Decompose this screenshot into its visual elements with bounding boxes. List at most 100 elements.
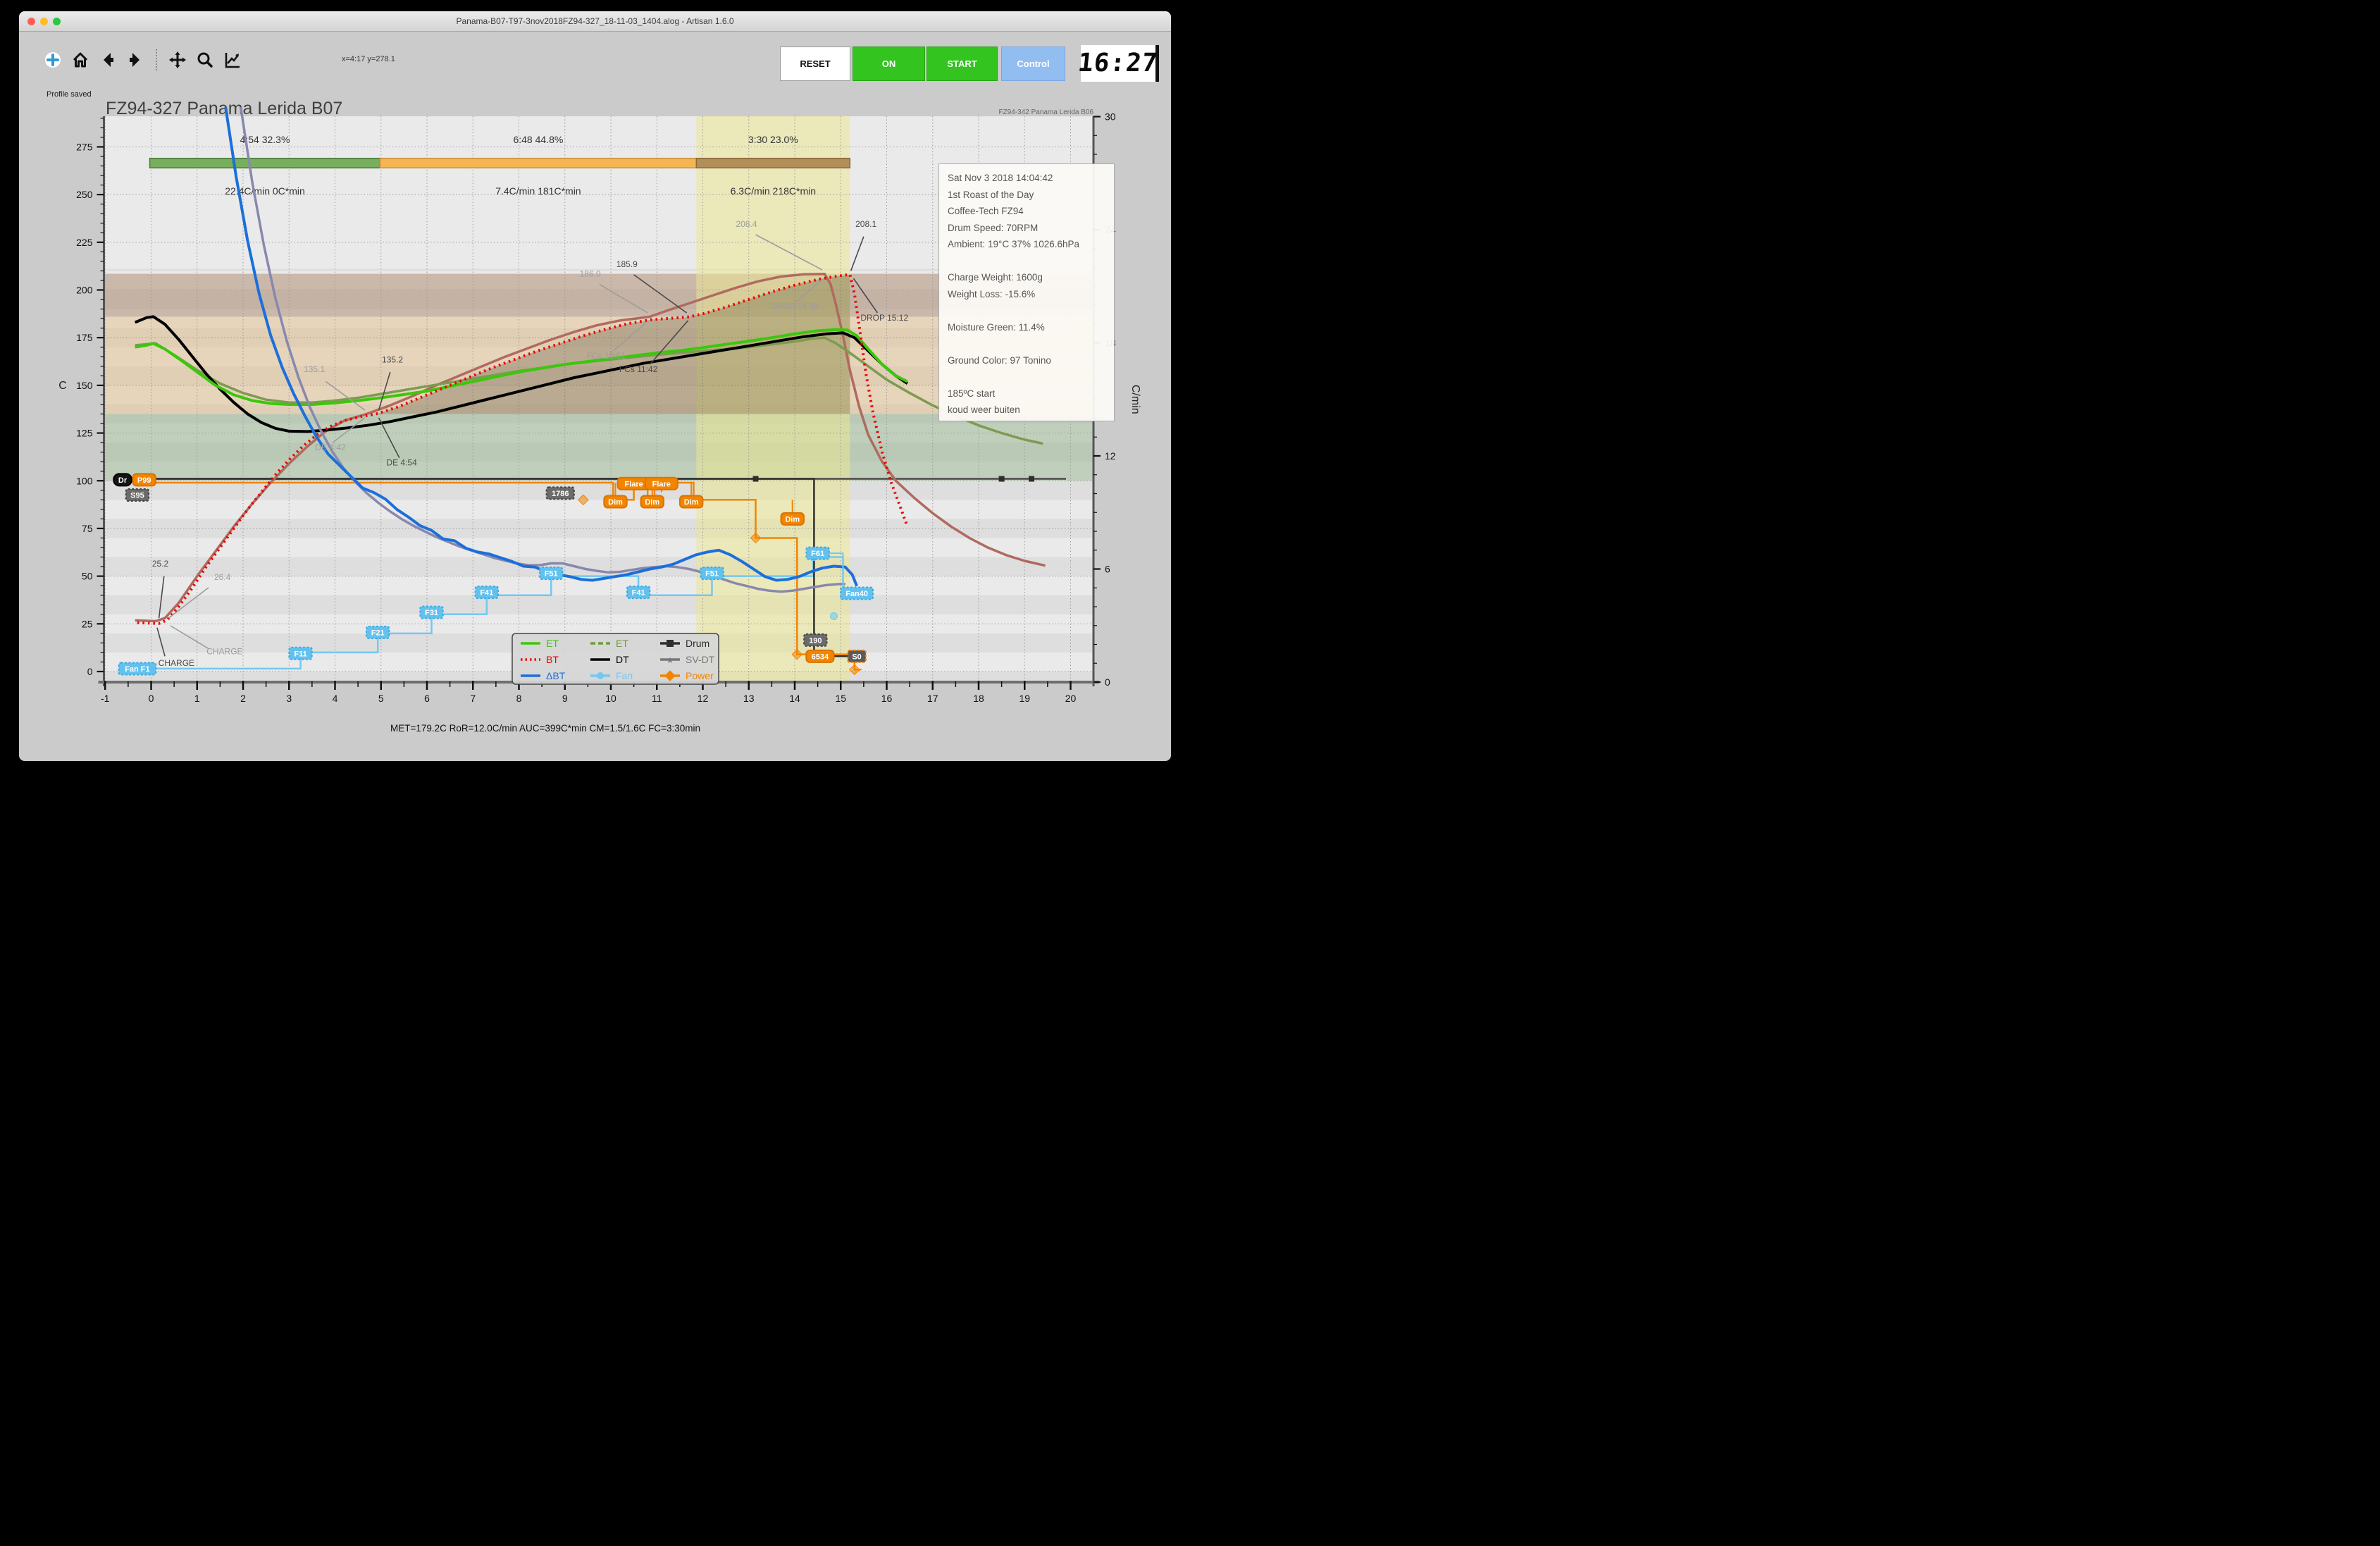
annotation-line bbox=[633, 274, 688, 314]
annotation-text: CHARGE bbox=[206, 647, 242, 657]
x-tick-label: 9 bbox=[562, 693, 568, 704]
event-flag-label: Dim bbox=[608, 498, 623, 507]
legend-label: DT bbox=[616, 654, 629, 665]
event-flag[interactable] bbox=[603, 495, 628, 509]
legend-label: Drum bbox=[686, 638, 709, 649]
x-tick-label: 10 bbox=[605, 693, 616, 704]
event-flag[interactable] bbox=[132, 473, 156, 487]
event-flag[interactable] bbox=[626, 586, 651, 600]
power-marker bbox=[791, 648, 803, 660]
y-tick-label: 175 bbox=[76, 332, 93, 343]
annotation-line bbox=[755, 234, 823, 271]
y-tick-label: 50 bbox=[82, 571, 93, 582]
minimize-window-button[interactable] bbox=[40, 18, 48, 25]
phase-time-label: 3:30 23.0% bbox=[748, 134, 798, 145]
annotation-text: DE 4:54 bbox=[386, 458, 417, 468]
annotation-line bbox=[378, 417, 400, 459]
legend-label: Fan bbox=[616, 670, 633, 681]
roast-title: FZ94-327 Panama Lerida B07 bbox=[106, 99, 343, 118]
event-flag[interactable] bbox=[288, 646, 313, 660]
event-flag[interactable] bbox=[805, 546, 830, 560]
y-tick-label: 275 bbox=[76, 141, 93, 152]
home-icon[interactable] bbox=[72, 51, 89, 68]
event-flag[interactable] bbox=[780, 512, 805, 526]
event-flag[interactable] bbox=[419, 605, 444, 619]
event-flag[interactable] bbox=[847, 649, 867, 663]
annotation-text: 208.1 bbox=[855, 219, 876, 229]
legend-marker: ★ bbox=[667, 655, 674, 665]
y2-tick-label: 6 bbox=[1105, 564, 1110, 575]
event-flag[interactable] bbox=[125, 488, 150, 502]
annotation-text: 26.4 bbox=[214, 572, 231, 582]
info-line: Coffee-Tech FZ94 bbox=[948, 206, 1024, 216]
new-plus-icon[interactable] bbox=[44, 51, 61, 68]
x-tick-label: 19 bbox=[1019, 693, 1030, 704]
event-flag[interactable] bbox=[538, 567, 564, 581]
event-flag[interactable] bbox=[474, 586, 500, 600]
control-button[interactable]: Control bbox=[1001, 47, 1065, 81]
matplotlib-toolbar bbox=[44, 49, 241, 70]
x-tick-label: 15 bbox=[835, 693, 846, 704]
info-line: Ground Color: 97 Tonino bbox=[948, 354, 1051, 366]
event-flag-label: F11 bbox=[294, 650, 306, 658]
x-tick-label: 17 bbox=[927, 693, 938, 704]
phase-rate-label: 6.3C/min 218C*min bbox=[731, 185, 816, 197]
event-flag[interactable] bbox=[840, 586, 874, 600]
annotation-text: 135.2 bbox=[382, 354, 403, 364]
event-flag[interactable] bbox=[803, 633, 828, 647]
event-flag[interactable] bbox=[545, 486, 575, 500]
info-line: Weight Loss: -15.6% bbox=[948, 288, 1036, 299]
event-flag[interactable] bbox=[678, 495, 704, 509]
info-line bbox=[948, 253, 1114, 270]
annotation-text: FCs 11:42 bbox=[619, 364, 658, 374]
event-flag[interactable] bbox=[640, 495, 664, 509]
curve-ET bbox=[135, 328, 908, 406]
start-button[interactable]: START bbox=[926, 47, 998, 81]
annotation-text: 185.9 bbox=[616, 259, 638, 269]
back-arrow-icon[interactable] bbox=[99, 51, 116, 68]
on-button[interactable]: ON bbox=[853, 47, 925, 81]
pan-move-icon[interactable] bbox=[169, 51, 186, 68]
phase-bar bbox=[379, 157, 698, 168]
temperature-band bbox=[104, 414, 1093, 481]
subplot-config-icon[interactable] bbox=[224, 51, 241, 68]
event-flag-label: Flare bbox=[652, 480, 671, 488]
close-window-button[interactable] bbox=[27, 18, 35, 25]
event-flag[interactable] bbox=[365, 625, 390, 639]
info-line bbox=[948, 369, 1114, 385]
phase-time-label: 6:48 44.8% bbox=[513, 134, 563, 145]
timer-lcd: 16:27 bbox=[1077, 45, 1160, 82]
annotation-line bbox=[853, 278, 879, 314]
event-flag[interactable] bbox=[700, 567, 724, 581]
y-tick-label: 225 bbox=[76, 237, 93, 248]
annotation-line bbox=[850, 236, 864, 271]
legend bbox=[512, 633, 719, 685]
event-flag-label: 190 bbox=[809, 636, 822, 645]
phase-bar bbox=[695, 157, 851, 168]
info-line: Ambient: 19°C 37% 1026.6hPa bbox=[948, 239, 1080, 249]
y-tick-label: 75 bbox=[82, 523, 93, 534]
info-line: Sat Nov 3 2018 14:04:42 bbox=[948, 173, 1053, 183]
watermark-stripe bbox=[104, 443, 1093, 462]
reset-button[interactable]: RESET bbox=[780, 47, 850, 81]
y-tick-label: 25 bbox=[82, 618, 93, 629]
event-flag[interactable] bbox=[805, 649, 835, 663]
event-flag[interactable] bbox=[118, 662, 157, 676]
zoom-magnifier-icon[interactable] bbox=[197, 51, 213, 68]
step-line-Drum bbox=[130, 478, 857, 657]
power-marker bbox=[578, 494, 589, 506]
event-flag-label: F41 bbox=[632, 589, 645, 598]
y2-tick-label: 0 bbox=[1105, 676, 1110, 688]
forward-arrow-icon[interactable] bbox=[127, 51, 144, 68]
x-tick-label: 13 bbox=[743, 693, 755, 704]
annotation-text: 25.2 bbox=[152, 559, 169, 569]
event-flag[interactable] bbox=[113, 473, 132, 487]
maximize-window-button[interactable] bbox=[53, 18, 61, 25]
event-flag[interactable] bbox=[644, 476, 678, 490]
event-flag-label: Fan F1 bbox=[125, 665, 149, 674]
event-flag-label: P99 bbox=[137, 476, 151, 485]
info-line: Charge Weight: 1600g bbox=[948, 272, 1043, 283]
watermark-stripe bbox=[104, 290, 1093, 309]
annotation-text: 208.4 bbox=[736, 219, 757, 229]
y2-tick-label: 30 bbox=[1105, 111, 1116, 123]
